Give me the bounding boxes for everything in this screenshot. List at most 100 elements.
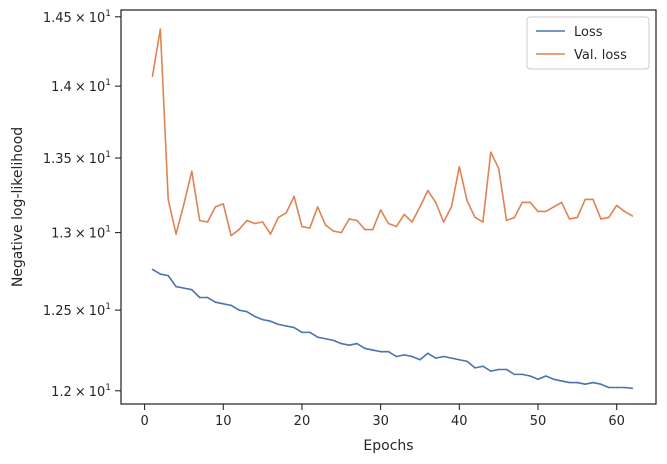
data-point-loss <box>411 355 413 358</box>
data-point-val-loss <box>450 206 453 208</box>
data-point-loss <box>159 273 162 275</box>
data-point-loss <box>419 358 421 361</box>
data-point-val-loss <box>379 209 382 211</box>
data-point-loss <box>277 323 280 326</box>
data-point-val-loss <box>285 212 288 214</box>
x-tick-label: 50 <box>530 414 547 429</box>
data-point-loss <box>513 373 516 376</box>
data-point-loss <box>238 309 240 311</box>
data-point-val-loss <box>332 230 335 232</box>
series-points-val-loss <box>151 28 634 237</box>
y-tick-label: 1.2 × 101 <box>51 383 111 400</box>
data-point-loss <box>607 386 610 389</box>
data-point-loss <box>183 287 185 289</box>
data-point-loss <box>356 342 358 345</box>
data-point-val-loss <box>419 206 421 208</box>
series-line-loss <box>152 268 633 390</box>
x-tick-label: 0 <box>140 414 148 429</box>
x-tick-label: 60 <box>608 414 625 429</box>
data-point-val-loss <box>371 228 374 231</box>
legend-box <box>526 16 650 70</box>
data-point-val-loss <box>458 166 461 168</box>
data-point-loss <box>348 344 350 347</box>
y-tick-label: 1.45 × 101 <box>43 9 111 26</box>
data-point-loss <box>340 342 343 345</box>
data-point-loss <box>371 349 374 351</box>
data-point-val-loss <box>183 203 185 205</box>
data-point-val-loss <box>261 221 264 223</box>
data-point-loss <box>364 347 366 350</box>
data-point-loss <box>584 383 586 386</box>
data-point-loss <box>592 381 594 384</box>
data-point-val-loss <box>222 203 225 205</box>
data-point-loss <box>450 357 453 359</box>
data-point-loss <box>293 326 295 329</box>
data-point-loss <box>474 367 476 369</box>
data-point-val-loss <box>175 233 177 235</box>
data-point-loss <box>623 386 626 389</box>
data-point-val-loss <box>214 206 217 208</box>
data-point-val-loss <box>269 233 272 235</box>
data-point-loss <box>505 368 508 371</box>
data-point-loss <box>253 315 256 318</box>
data-point-loss <box>285 325 288 327</box>
data-point-val-loss <box>607 216 610 219</box>
data-point-val-loss <box>427 189 429 192</box>
data-point-val-loss <box>340 231 343 234</box>
data-point-loss <box>600 383 602 386</box>
data-point-val-loss <box>513 216 516 219</box>
data-point-val-loss <box>206 221 209 223</box>
data-point-val-loss <box>537 210 539 213</box>
data-point-val-loss <box>316 206 319 208</box>
data-point-loss <box>545 375 547 377</box>
data-point-val-loss <box>230 234 232 237</box>
data-point-loss <box>552 378 555 381</box>
data-point-val-loss <box>191 170 193 173</box>
series-points-loss <box>151 268 634 390</box>
data-point-loss <box>222 303 225 305</box>
data-point-val-loss <box>592 198 594 201</box>
data-point-val-loss <box>631 215 634 217</box>
data-point-val-loss <box>348 218 350 220</box>
data-point-val-loss <box>615 204 618 207</box>
data-point-val-loss <box>324 224 327 226</box>
data-point-loss <box>379 350 382 353</box>
data-point-loss <box>301 331 303 334</box>
data-point-val-loss <box>521 201 524 204</box>
data-point-val-loss <box>442 221 445 223</box>
legend-label-loss: Loss <box>574 25 603 40</box>
data-point-loss <box>576 381 579 384</box>
data-point-val-loss <box>576 216 579 219</box>
data-point-val-loss <box>356 219 358 222</box>
data-point-val-loss <box>253 222 256 225</box>
plot-frame <box>120 9 657 405</box>
data-point-loss <box>214 301 217 304</box>
data-point-loss <box>434 357 437 359</box>
data-point-val-loss <box>301 225 303 228</box>
data-point-loss <box>395 355 398 358</box>
data-point-val-loss <box>364 228 366 231</box>
data-point-val-loss <box>584 198 586 201</box>
data-point-loss <box>466 360 468 363</box>
data-point-loss <box>191 288 193 291</box>
data-point-val-loss <box>198 219 201 222</box>
data-point-loss <box>458 358 461 361</box>
data-point-val-loss <box>309 227 311 229</box>
data-point-loss <box>403 354 406 356</box>
data-point-val-loss <box>403 213 406 216</box>
x-axis-label: Epochs <box>363 438 413 454</box>
y-tick-label: 1.35 × 101 <box>43 150 111 167</box>
x-tick-label: 30 <box>372 414 389 429</box>
data-point-val-loss <box>552 206 555 208</box>
data-point-val-loss <box>497 167 500 170</box>
data-point-val-loss <box>293 195 295 198</box>
data-point-loss <box>332 339 335 342</box>
data-point-val-loss <box>600 218 602 220</box>
data-point-val-loss <box>482 221 484 223</box>
data-point-loss <box>442 355 445 358</box>
data-point-val-loss <box>395 225 398 228</box>
data-point-val-loss <box>474 216 476 219</box>
data-point-val-loss <box>151 75 154 78</box>
data-point-loss <box>309 331 311 334</box>
plot-area <box>151 28 634 390</box>
